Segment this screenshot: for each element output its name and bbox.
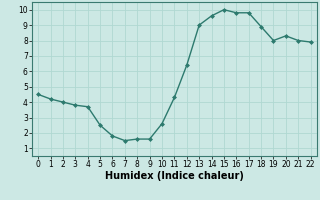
X-axis label: Humidex (Indice chaleur): Humidex (Indice chaleur) xyxy=(105,171,244,181)
